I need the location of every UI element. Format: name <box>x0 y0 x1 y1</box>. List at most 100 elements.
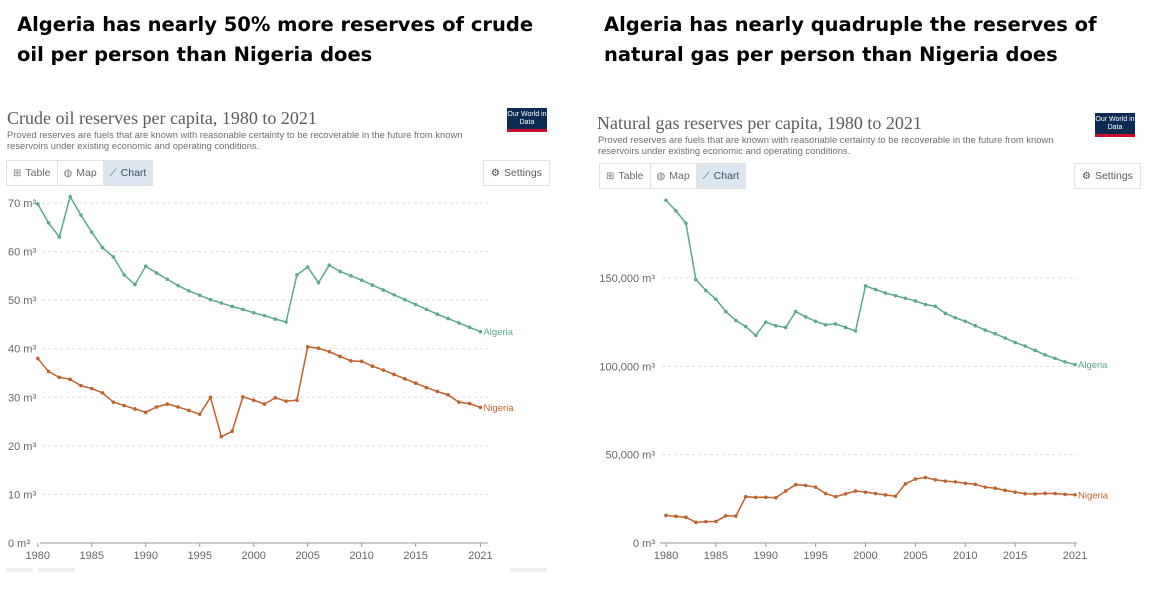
owid-logo[interactable]: Our World in Data <box>1095 113 1135 137</box>
oil-line-chart: 0 m³ 10 m³ 20 m³ 30 m³ 40 m³ 50 m³ 60 m³ 70 m³ 1… <box>8 194 514 562</box>
data-point-algeria <box>305 265 310 269</box>
data-point-nigeria <box>993 486 997 491</box>
data-point-algeria <box>370 283 375 287</box>
series-label-nigeria: Nigeria <box>483 403 514 414</box>
data-point-nigeria <box>359 359 364 364</box>
data-point-nigeria <box>1053 491 1057 496</box>
data-point-nigeria <box>197 412 202 417</box>
tab-table[interactable]: ⊞ Table <box>7 161 58 185</box>
data-point-nigeria <box>251 398 256 402</box>
data-point-algeria <box>813 319 818 324</box>
tab-map[interactable]: ◍ Map <box>58 161 104 185</box>
tab-chart[interactable]: ⟋ Chart <box>696 164 746 188</box>
data-point-nigeria <box>973 482 978 487</box>
tab-label: Chart <box>713 170 740 182</box>
x-tick-label: 2015 <box>403 550 427 562</box>
data-point-nigeria <box>133 407 137 411</box>
x-tick-label: 2021 <box>1063 550 1087 562</box>
data-point-nigeria <box>923 475 928 480</box>
data-point-algeria <box>684 221 688 226</box>
data-point-algeria <box>143 264 148 268</box>
tab-chart[interactable]: ⟋ Chart <box>103 161 153 185</box>
y-tick-label: 50 m³ <box>8 295 36 307</box>
chart-panel-gas: Natural gas reserves per capita, 1980 to… <box>590 100 1159 591</box>
data-point-algeria <box>46 221 51 225</box>
tab-label: Map <box>76 167 97 179</box>
series-line-algeria <box>665 199 1076 366</box>
x-tick-label: 2000 <box>241 550 265 562</box>
data-point-algeria <box>446 316 450 321</box>
data-point-nigeria <box>100 391 105 395</box>
view-tabs: ⊞ Table ◍ Map ⟋ Chart <box>6 160 154 186</box>
tab-label: Map <box>669 170 690 182</box>
data-point-nigeria <box>963 481 968 486</box>
data-point-nigeria <box>1023 491 1027 496</box>
y-tick-label: 0 m³ <box>8 538 30 550</box>
y-tick-label: 150,000 m³ <box>599 273 655 285</box>
data-point-nigeria <box>284 399 288 403</box>
data-point-algeria <box>923 302 928 307</box>
data-point-algeria <box>803 315 808 319</box>
data-point-nigeria <box>208 395 213 400</box>
data-point-algeria <box>863 284 868 288</box>
data-point-nigeria <box>674 514 678 519</box>
y-tick-label: 30 m³ <box>8 392 36 404</box>
data-point-nigeria <box>241 395 245 399</box>
x-tick-label: 1995 <box>187 550 211 562</box>
data-point-nigeria <box>1003 488 1007 493</box>
settings-button[interactable]: ⚙ Settings <box>1074 163 1141 189</box>
data-point-algeria <box>424 307 429 312</box>
line-chart-icon: ⟋ <box>109 167 117 179</box>
data-point-algeria <box>973 323 978 328</box>
data-point-nigeria <box>57 375 62 380</box>
data-point-algeria <box>338 269 342 274</box>
data-point-nigeria <box>35 356 40 361</box>
data-point-nigeria <box>803 483 808 488</box>
data-point-nigeria <box>684 515 688 520</box>
tab-table[interactable]: ⊞ Table <box>600 164 651 188</box>
data-point-algeria <box>467 325 472 330</box>
data-point-algeria <box>903 296 908 301</box>
data-point-algeria <box>403 297 407 302</box>
data-point-nigeria <box>316 346 321 351</box>
data-point-algeria <box>783 325 788 330</box>
headline-left: Algeria has nearly 50% more reserves of … <box>17 13 534 66</box>
data-point-nigeria <box>68 377 72 382</box>
data-point-nigeria <box>813 485 818 489</box>
series-line-algeria <box>37 194 481 333</box>
data-point-nigeria <box>783 489 788 493</box>
chart-title: Crude oil reserves per capita, 1980 to 2… <box>7 108 317 128</box>
data-point-nigeria <box>176 405 180 409</box>
data-point-nigeria <box>943 479 948 483</box>
x-tick-label: 2005 <box>295 550 319 562</box>
data-point-nigeria <box>1033 492 1037 496</box>
y-tick-label: 50,000 m³ <box>605 450 655 462</box>
data-point-nigeria <box>154 405 159 409</box>
y-tick-label: 100,000 m³ <box>599 361 655 373</box>
data-point-algeria <box>1003 336 1007 340</box>
globe-icon: ◍ <box>656 170 666 182</box>
data-point-nigeria <box>753 495 758 500</box>
data-point-algeria <box>743 324 748 329</box>
tab-label: Table <box>25 167 51 179</box>
y-tick-label: 20 m³ <box>8 441 36 453</box>
owid-logo[interactable]: Our World in Data <box>507 108 547 132</box>
data-point-nigeria <box>457 400 461 404</box>
data-point-nigeria <box>338 354 342 359</box>
tab-map[interactable]: ◍ Map <box>651 164 697 188</box>
data-point-nigeria <box>230 429 234 434</box>
data-point-algeria <box>187 289 191 293</box>
data-point-algeria <box>413 302 418 307</box>
settings-button[interactable]: ⚙ Settings <box>483 160 550 186</box>
x-tick-label: 1995 <box>803 550 827 562</box>
chart-title: Natural gas reserves per capita, 1980 to… <box>597 113 922 133</box>
data-point-nigeria <box>833 494 838 499</box>
data-point-algeria <box>35 202 40 206</box>
data-point-algeria <box>1023 344 1027 348</box>
data-point-algeria <box>1073 362 1077 367</box>
data-point-nigeria <box>873 491 878 496</box>
data-point-nigeria <box>403 377 407 381</box>
data-point-nigeria <box>392 372 396 377</box>
data-point-nigeria <box>714 519 718 524</box>
data-point-algeria <box>165 277 170 282</box>
